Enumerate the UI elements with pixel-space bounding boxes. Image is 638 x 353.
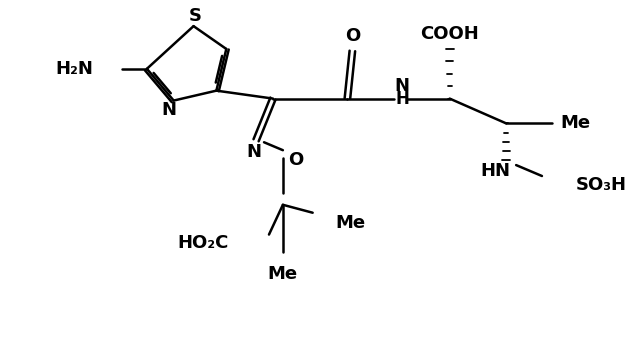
Text: Me: Me	[561, 114, 591, 132]
Text: Me: Me	[268, 265, 298, 283]
Text: N: N	[161, 102, 176, 120]
Text: HN: HN	[480, 162, 510, 180]
Text: Me: Me	[336, 214, 366, 232]
Text: H₂N: H₂N	[56, 60, 93, 78]
Text: SO₃H: SO₃H	[575, 176, 627, 194]
Text: HO₂C: HO₂C	[178, 233, 229, 251]
Text: N: N	[394, 77, 410, 95]
Text: S: S	[189, 7, 202, 25]
Text: N: N	[247, 143, 262, 161]
Text: COOH: COOH	[420, 25, 479, 43]
Text: O: O	[288, 151, 303, 169]
Text: H: H	[395, 90, 409, 108]
Text: O: O	[345, 27, 360, 45]
